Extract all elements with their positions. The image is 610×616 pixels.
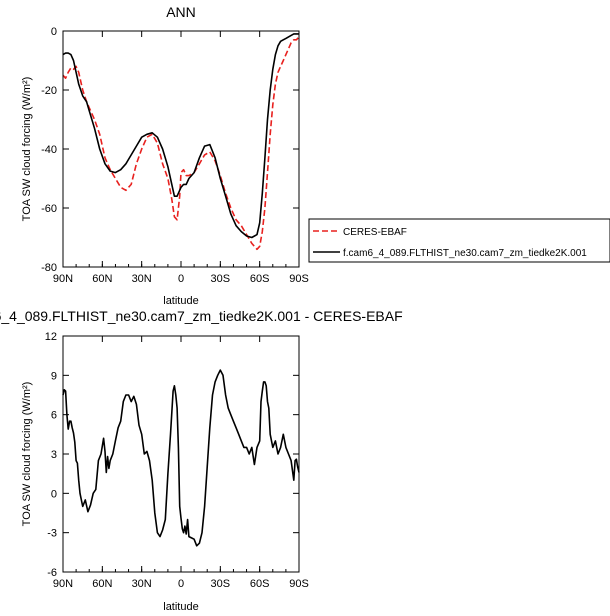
top-chart-y-axis-label: TOA SW cloud forcing (W/m²) [21, 77, 33, 222]
bottom-chart-series [62, 369, 300, 547]
top-x-tick-label: 0 [178, 273, 184, 285]
top-x-tick-label: 90S [289, 273, 309, 285]
bottom-x-tick-label: 30N [132, 578, 152, 590]
top-chart-ticks: 90N 60N 30N 0 30S 60S 90S -80 -60 -40 -20 0 [41, 26, 309, 285]
top-series-line-0 [62, 36, 300, 251]
top-y-tick-label: -40 [41, 144, 57, 156]
bottom-chart-ticks: 90N 60N 30N 0 30S 60S 90S -6 -3 0 3 6 9 12 [45, 331, 309, 590]
top-x-tick-label: 30N [132, 273, 152, 285]
top-y-tick-label: -80 [41, 262, 57, 274]
top-series-line-1 [62, 33, 299, 239]
bottom-y-tick-label: 9 [51, 370, 57, 382]
legend-entry-model: f.cam6_4_089.FLTHIST_ne30.cam7_zm_tiedke… [343, 248, 587, 259]
bottom-chart-title: f.cam6_4_089.FLTHIST_ne30.cam7_zm_tiedke… [0, 308, 403, 324]
top-chart-series [62, 33, 300, 251]
top-y-tick-label: -20 [41, 85, 57, 97]
bottom-chart-plot-frame [62, 335, 300, 573]
bottom-x-tick-label: 90N [53, 578, 73, 590]
bottom-x-tick-label: 60S [250, 578, 270, 590]
bottom-y-tick-label: -6 [47, 567, 57, 579]
top-x-tick-label: 60N [92, 273, 112, 285]
bottom-y-tick-label: -3 [47, 528, 57, 540]
bottom-x-tick-label: 90S [289, 578, 309, 590]
top-chart-x-axis-label: latitude [163, 295, 198, 307]
top-x-tick-label: 30S [211, 273, 231, 285]
top-chart-plot-frame [62, 30, 300, 268]
bottom-chart-x-axis-label: latitude [163, 601, 198, 613]
top-chart: ANN 90N 60N 30N 0 30S 60S 90S -80 -60 -40 -20 0 lat… [21, 4, 610, 307]
bottom-x-tick-label: 30S [211, 578, 231, 590]
bottom-series-line-0 [62, 369, 300, 547]
top-chart-legend: CERES-EBAF f.cam6_4_089.FLTHIST_ne30.cam… [308, 218, 610, 263]
top-x-tick-label: 60S [250, 273, 270, 285]
top-chart-title: ANN [166, 4, 196, 20]
legend-entry-ceres: CERES-EBAF [343, 227, 407, 238]
bottom-x-tick-label: 60N [92, 578, 112, 590]
bottom-chart: f.cam6_4_089.FLTHIST_ne30.cam7_zm_tiedke… [0, 308, 403, 613]
bottom-y-tick-label: 12 [45, 331, 57, 343]
top-x-tick-label: 90N [53, 273, 73, 285]
bottom-y-tick-label: 0 [51, 488, 57, 500]
legend-box [308, 218, 610, 263]
bottom-y-tick-label: 6 [51, 410, 57, 422]
bottom-chart-y-axis-label: TOA SW cloud forcing (W/m²) [21, 382, 33, 527]
bottom-x-tick-label: 0 [178, 578, 184, 590]
top-y-tick-label: -60 [41, 203, 57, 215]
top-y-tick-label: 0 [51, 26, 57, 38]
bottom-y-tick-label: 3 [51, 449, 57, 461]
